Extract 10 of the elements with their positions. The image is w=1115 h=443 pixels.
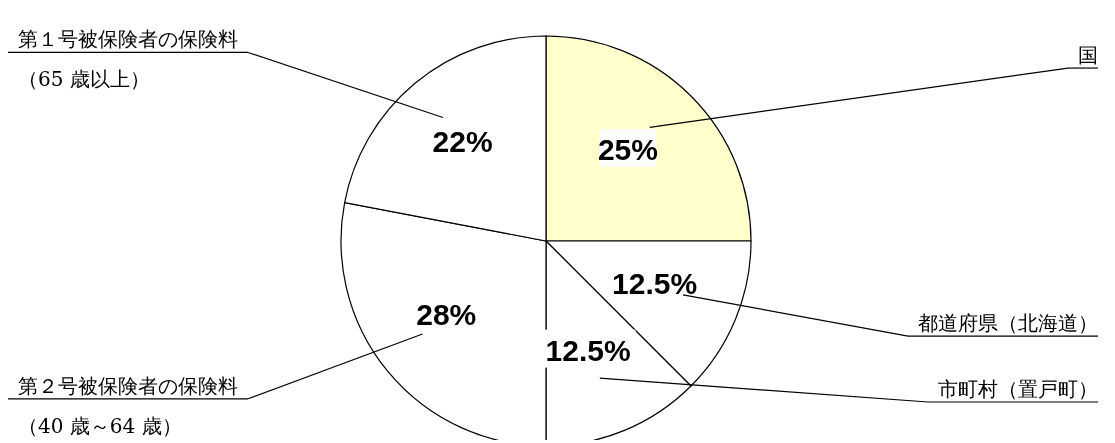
data-label: 12.5% (612, 267, 698, 301)
slice-label: 国 (1078, 43, 1098, 68)
data-label: 12.5% (545, 333, 631, 367)
data-label: 22% (432, 125, 493, 159)
data-label: 28% (416, 298, 477, 332)
data-label: 25% (597, 133, 658, 167)
slice-label: 市町村（置戸町） (938, 377, 1098, 401)
slice-label: 第２号被保険者の保険料（40 歳～64 歳） (18, 373, 238, 438)
slice-label: 都道府県（北海道） (918, 311, 1098, 336)
slice-label: 第１号被保険者の保険料（65 歳以上） (18, 27, 238, 92)
